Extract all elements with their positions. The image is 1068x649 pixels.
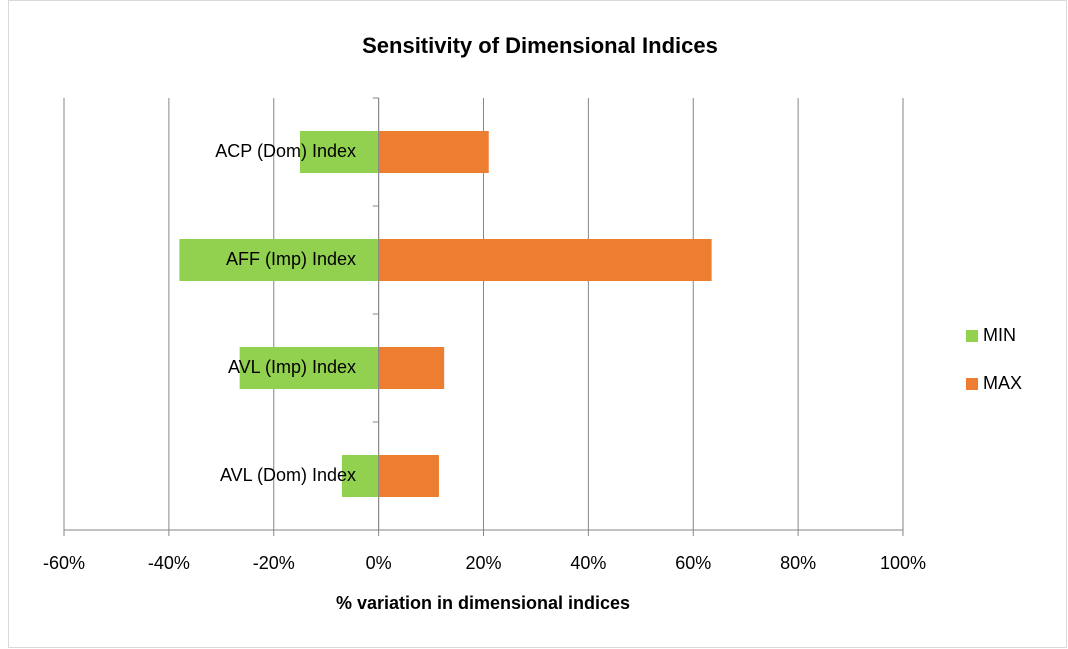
chart-title: Sensitivity of Dimensional Indices xyxy=(362,33,718,58)
x-tick-label: -60% xyxy=(43,553,85,573)
y-tick-label: ACP (Dom) Index xyxy=(215,141,356,161)
x-tick-label: 100% xyxy=(880,553,926,573)
bar xyxy=(378,347,445,389)
legend-label: MIN xyxy=(983,325,1016,345)
x-tick-label: 20% xyxy=(465,553,501,573)
x-tick-label: 40% xyxy=(570,553,606,573)
legend-label: MAX xyxy=(983,373,1022,393)
bar xyxy=(378,455,439,497)
bar xyxy=(378,239,712,281)
x-axis-title: % variation in dimensional indices xyxy=(336,593,630,613)
legend-swatch xyxy=(966,378,978,390)
x-tick-label: 60% xyxy=(675,553,711,573)
y-tick-label: AFF (Imp) Index xyxy=(226,249,356,269)
legend-swatch xyxy=(966,330,978,342)
y-tick-label: AVL (Dom) Index xyxy=(220,465,356,485)
bar xyxy=(341,455,379,497)
bar xyxy=(179,239,379,281)
x-tick-label: 0% xyxy=(366,553,392,573)
bar xyxy=(239,347,379,389)
bar xyxy=(378,131,489,173)
bar xyxy=(299,131,379,173)
x-tick-label: -40% xyxy=(148,553,190,573)
chart-border xyxy=(8,0,1067,648)
x-tick-label: 80% xyxy=(780,553,816,573)
x-tick-label: -20% xyxy=(253,553,295,573)
y-tick-label: AVL (Imp) Index xyxy=(228,357,356,377)
